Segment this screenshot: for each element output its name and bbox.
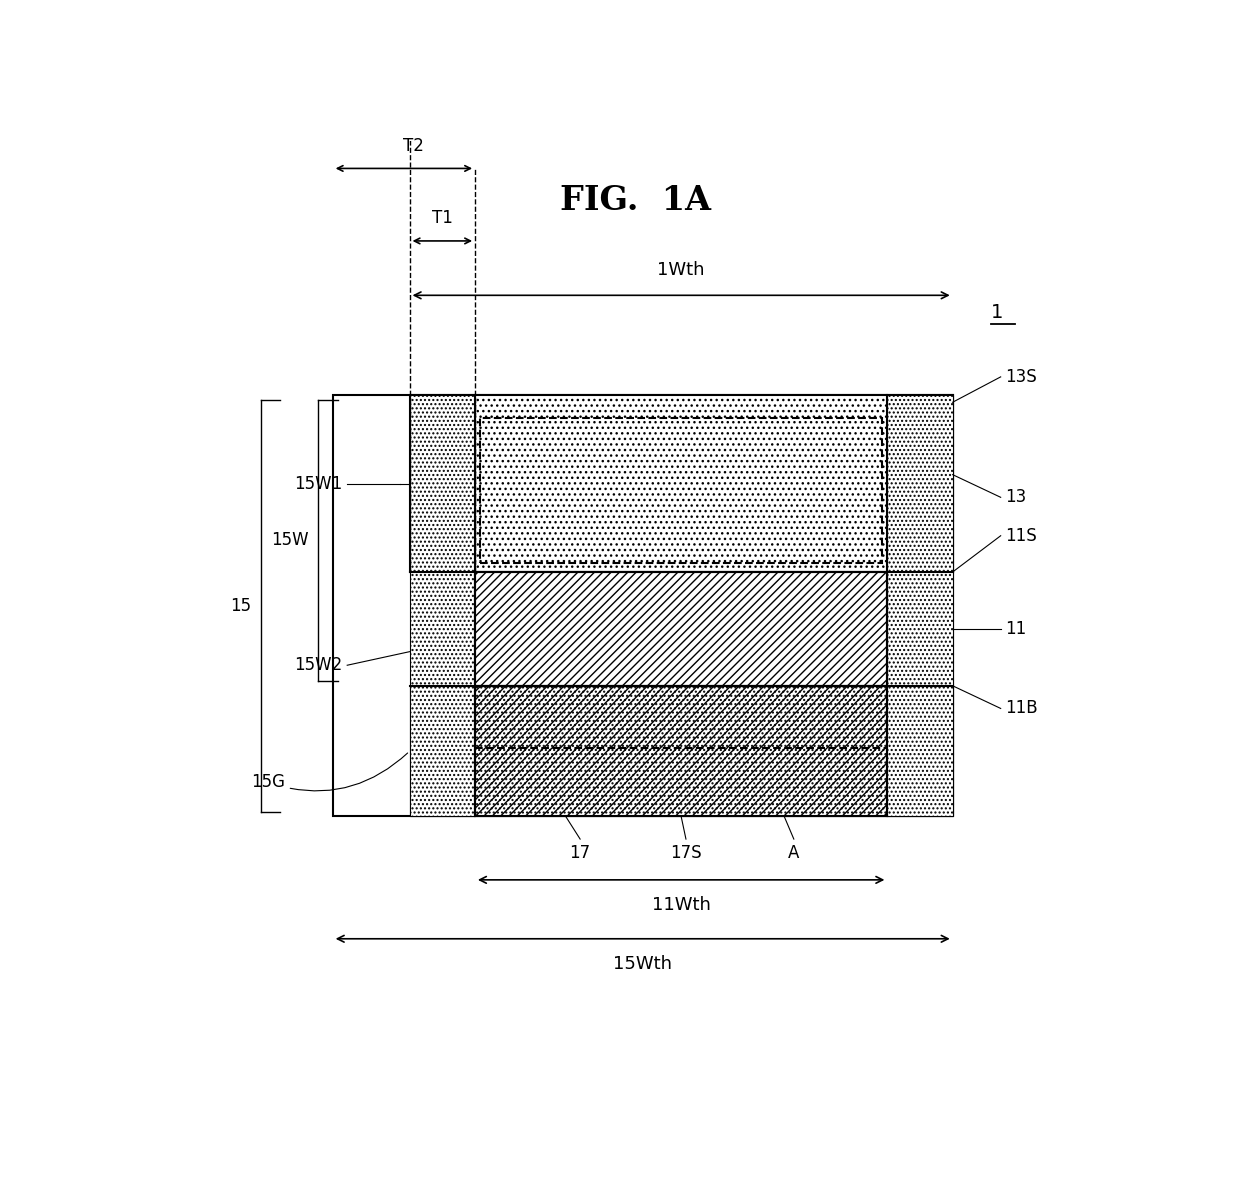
Text: 15W2: 15W2 — [294, 657, 342, 674]
Bar — [475, 572, 888, 686]
Bar — [888, 395, 952, 817]
Bar — [409, 395, 475, 817]
Text: 17: 17 — [569, 844, 590, 862]
Text: 11S: 11S — [1006, 527, 1037, 545]
Text: 11Wth: 11Wth — [652, 896, 711, 915]
Text: 15Wth: 15Wth — [614, 955, 672, 973]
Bar — [409, 686, 952, 817]
Text: 15G: 15G — [250, 753, 408, 791]
Text: 1Wth: 1Wth — [657, 261, 704, 279]
Text: T1: T1 — [432, 210, 453, 227]
Bar — [409, 395, 952, 572]
Text: 13S: 13S — [1006, 368, 1037, 386]
Text: 15: 15 — [229, 597, 250, 614]
Text: A: A — [789, 844, 800, 862]
Text: 15W1: 15W1 — [294, 474, 342, 492]
Bar — [475, 686, 888, 817]
Text: 15W: 15W — [272, 531, 309, 550]
Text: 11: 11 — [1006, 620, 1027, 638]
Text: 1: 1 — [991, 304, 1003, 322]
Text: FIG.  1A: FIG. 1A — [560, 184, 711, 217]
Text: 17S: 17S — [670, 844, 702, 862]
Bar — [480, 418, 883, 563]
Text: 13: 13 — [1006, 488, 1027, 506]
Text: T2: T2 — [403, 137, 424, 155]
Text: 11B: 11B — [1006, 699, 1038, 718]
Bar — [332, 395, 952, 817]
